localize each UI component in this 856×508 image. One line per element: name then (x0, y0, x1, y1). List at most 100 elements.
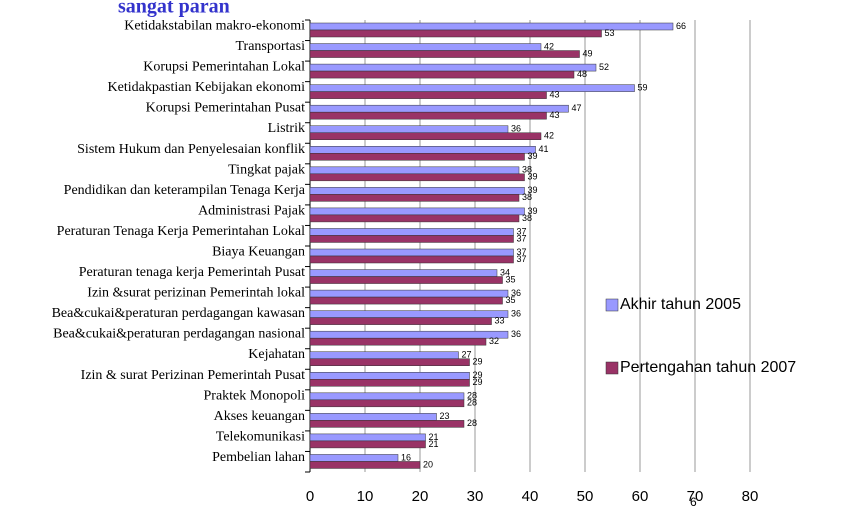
value-label: 38 (522, 165, 532, 175)
bar (309, 187, 525, 195)
bar (309, 43, 542, 51)
value-label: 43 (550, 90, 560, 100)
y-tick-label: Pendidikan dan keterampilan Tenaga Kerja (64, 183, 306, 198)
bar (309, 276, 503, 284)
value-label: 36 (511, 124, 521, 134)
bar (309, 440, 426, 449)
bar (309, 214, 520, 223)
x-tick-label: 40 (522, 488, 539, 505)
bar (309, 22, 674, 31)
bar (309, 310, 509, 318)
value-label: 29 (473, 357, 483, 367)
bar (309, 358, 470, 366)
value-label: 36 (511, 288, 521, 298)
page-number: 6 (690, 495, 697, 508)
value-label: 59 (638, 83, 648, 93)
value-label: 36 (511, 329, 521, 339)
value-label: 29 (473, 370, 483, 380)
value-label: 39 (528, 172, 538, 182)
y-tick-label: Korupsi Pemerintahan Pusat (146, 101, 306, 116)
value-label: 37 (517, 226, 527, 236)
value-label: 49 (583, 48, 593, 58)
bar (309, 420, 465, 428)
value-label: 42 (544, 131, 554, 141)
y-tick-label: Kejahatan (248, 347, 305, 362)
y-tick-label: Akses keuangan (214, 409, 305, 424)
bar (309, 351, 459, 359)
bar (309, 207, 525, 216)
bar (309, 84, 635, 92)
bar (309, 372, 470, 380)
x-tick-label: 10 (357, 488, 374, 505)
value-label: 28 (467, 391, 477, 401)
bar (309, 146, 536, 154)
bar (309, 296, 503, 305)
bar (309, 392, 465, 401)
value-label: 48 (577, 69, 587, 79)
value-label: 35 (506, 295, 516, 305)
value-label: 42 (544, 41, 554, 51)
value-label: 52 (599, 62, 609, 72)
x-tick-label: 50 (577, 488, 594, 505)
value-label: 38 (522, 192, 532, 202)
x-tick-label: 80 (742, 488, 759, 505)
bar (309, 63, 597, 72)
bar (309, 269, 498, 277)
bar (309, 235, 514, 243)
value-label: 41 (539, 144, 549, 154)
bar (309, 413, 437, 421)
x-tick-label: 70 (687, 488, 704, 505)
bar (309, 337, 487, 346)
y-tick-label: Transportasi (236, 39, 306, 54)
value-label: 27 (462, 350, 472, 360)
y-tick-label: Biaya Keuangan (212, 244, 305, 259)
value-label: 33 (495, 316, 505, 326)
bar (309, 132, 542, 140)
x-tick-label: 30 (467, 488, 484, 505)
y-tick-label: Listrik (268, 121, 305, 136)
value-label: 43 (550, 110, 560, 120)
value-label: 39 (528, 185, 538, 195)
y-tick-label: Izin & surat Perizinan Pemerintah Pusat (81, 368, 305, 383)
bar (309, 289, 509, 298)
bar (309, 166, 520, 175)
y-tick-label: Telekomunikasi (216, 429, 305, 444)
x-tick-label: 60 (632, 488, 649, 505)
bar (309, 317, 492, 325)
value-label: 38 (522, 213, 532, 223)
value-label: 47 (572, 103, 582, 113)
bar (309, 379, 470, 387)
value-label: 32 (489, 336, 499, 346)
y-tick-label: Praktek Monopoli (204, 388, 306, 403)
x-tick-label: 20 (412, 488, 429, 505)
legend-label: Akhir tahun 2005 (620, 296, 741, 313)
value-label: 28 (467, 398, 477, 408)
bar (309, 70, 575, 79)
bar (309, 50, 580, 58)
y-tick-label: Sistem Hukum dan Penyelesaian konflik (77, 142, 305, 157)
y-tick-label: Administrasi Pajak (198, 203, 305, 218)
chart-title: sangat paran (118, 0, 230, 18)
legend-swatch (605, 298, 619, 312)
value-label: 39 (528, 206, 538, 216)
value-label: 16 (401, 452, 411, 462)
value-label: 39 (528, 151, 538, 161)
bar (309, 330, 509, 339)
bar (309, 153, 525, 161)
y-tick-label: Tingkat pajak (228, 162, 305, 177)
bar (309, 461, 421, 469)
value-label: 34 (500, 267, 510, 277)
value-label: 23 (440, 411, 450, 421)
bar (309, 125, 509, 133)
y-tick-label: Peraturan Tenaga Kerja Pemerintahan Loka… (57, 224, 305, 239)
value-label: 36 (511, 309, 521, 319)
value-label: 66 (676, 21, 686, 31)
value-label: 21 (429, 432, 439, 442)
value-label: 53 (605, 28, 615, 38)
y-tick-label: Pembelian lahan (212, 450, 305, 465)
value-label: 20 (423, 459, 433, 469)
y-tick-label: Peraturan tenaga kerja Pemerintah Pusat (79, 265, 305, 280)
bar (309, 399, 465, 408)
value-label: 28 (467, 418, 477, 428)
